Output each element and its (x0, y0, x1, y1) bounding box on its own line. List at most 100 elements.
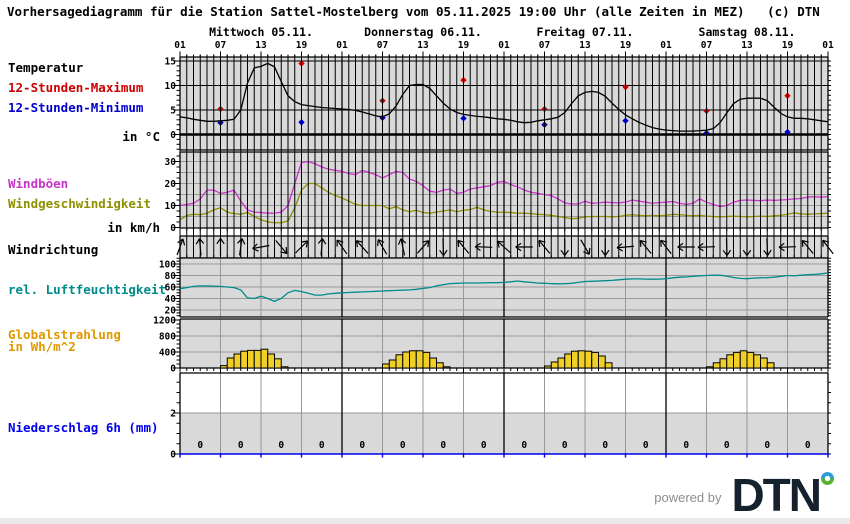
wind-arrow-head (639, 240, 642, 248)
precip-value: 0 (319, 440, 325, 451)
radiation-label: Globalstrahlung (8, 327, 121, 342)
precip-value: 0 (481, 440, 487, 451)
y-tick-label: 40 (165, 294, 177, 305)
radiation-bar (253, 349, 262, 369)
radiation-bar (604, 362, 613, 369)
hour-label: 01 (660, 40, 672, 51)
precip-value: 0 (359, 440, 365, 451)
y-tick-label: 2 (170, 409, 176, 420)
radiation-bar (584, 350, 593, 369)
wind-gusts-label: Windböen (8, 176, 69, 191)
dtn-logo-text: DTN (731, 469, 822, 521)
wind-arrow-head (677, 242, 684, 248)
wind-arrow-head (560, 249, 566, 256)
hour-label: 01 (336, 40, 348, 51)
wind-arrow-head (601, 249, 606, 256)
y-tick-label: 60 (165, 283, 177, 294)
wind-speed-label: Windgeschwindigkeit (8, 196, 151, 211)
hour-label: 07 (539, 40, 550, 51)
wind-arrow-head (397, 238, 402, 245)
wind-arrow-head (182, 238, 186, 246)
precipitation-label: Niederschlag 6h (mm) (8, 420, 159, 435)
radiation-bar (382, 363, 390, 369)
temperature-unit-label: in °C (122, 129, 160, 144)
precip-value: 0 (521, 440, 527, 451)
radiation-bar (766, 362, 775, 369)
hour-label: 19 (620, 40, 632, 51)
wind-arrow-head (377, 239, 385, 243)
dtn-dot-icon (821, 472, 834, 485)
y-tick-label: 10 (165, 81, 177, 92)
wind-arrow-head (216, 238, 221, 245)
radiation-bar (395, 354, 404, 369)
hour-label: 13 (417, 40, 429, 51)
wind-arrow-head (726, 249, 732, 256)
wind-arrow-head (377, 239, 379, 247)
y-tick-label: 0 (170, 223, 176, 234)
wind-arrow-head (497, 240, 505, 243)
radiation-bar (267, 353, 275, 369)
y-tick-label: 0 (170, 364, 176, 375)
y-tick-label: 20 (165, 306, 177, 317)
radiation-bar (220, 365, 228, 369)
radiation-bar (746, 351, 755, 369)
max-legend-label: 12-Stunden-Maximum (8, 80, 144, 95)
wind-arrow-head (497, 241, 500, 248)
hour-label: 19 (782, 40, 794, 51)
radiation-bar (544, 365, 552, 369)
wind-arrow-head (252, 247, 259, 252)
y-tick-label: 80 (165, 271, 177, 282)
hour-label: 07 (377, 40, 388, 51)
radiation-bar (571, 350, 579, 369)
radiation-bar (739, 350, 748, 369)
y-tick-label: 5 (170, 106, 176, 117)
wind-unit-label: in km/h (107, 220, 160, 235)
precip-value: 0 (805, 440, 811, 451)
radiation-bar (260, 348, 269, 369)
wind-arrow-head (285, 246, 288, 254)
radiation-unit-label: in Wh/m^2 (8, 339, 76, 354)
radiation-bar (598, 355, 606, 369)
radiation-bar (402, 351, 410, 369)
precip-value: 0 (602, 440, 608, 451)
precip-value: 0 (197, 440, 203, 451)
wind-arrow-head (778, 242, 785, 248)
wind-arrow-head (697, 246, 704, 252)
radiation-bar (409, 350, 417, 369)
radiation-bar (557, 357, 566, 369)
radiation-bar (415, 350, 424, 369)
humidity-label: rel. Luftfeuchtigkeit (8, 282, 167, 297)
precip-value: 0 (643, 440, 649, 451)
y-tick-label: 20 (165, 179, 177, 190)
radiation-bar (226, 357, 235, 369)
day-label: Samstag 08.11. (699, 25, 796, 39)
precip-value: 0 (562, 440, 568, 451)
radiation-bar (753, 354, 761, 369)
wind-arrow-head (583, 251, 590, 255)
precip-value: 0 (764, 440, 770, 451)
radiation-bar (706, 366, 714, 369)
hour-label: 13 (579, 40, 591, 51)
wind-arrow-head (220, 238, 225, 245)
radiation-bar (388, 359, 397, 369)
hour-label: 19 (458, 40, 470, 51)
wind-arrow-head (252, 243, 258, 249)
wind-arrow-head (515, 246, 522, 252)
wind-arrow-head (474, 246, 481, 252)
radiation-bar (233, 353, 242, 369)
hour-label: 13 (255, 40, 267, 51)
radiation-bar (577, 350, 586, 369)
hour-label: 13 (741, 40, 753, 51)
y-tick-label: 400 (159, 348, 176, 359)
hour-label: 01 (498, 40, 510, 51)
radiation-bar (442, 366, 451, 369)
hour-label: 07 (215, 40, 226, 51)
radiation-bar (712, 362, 721, 369)
wind-arrow-head (355, 240, 358, 248)
hour-label: 07 (701, 40, 712, 51)
series-rel. Luftfeuchtigkeit (179, 272, 829, 303)
radiation-bar (564, 353, 572, 369)
page-title: Vorhersagediagramm für die Station Satte… (7, 4, 820, 19)
wind-arrow-head (321, 238, 327, 245)
